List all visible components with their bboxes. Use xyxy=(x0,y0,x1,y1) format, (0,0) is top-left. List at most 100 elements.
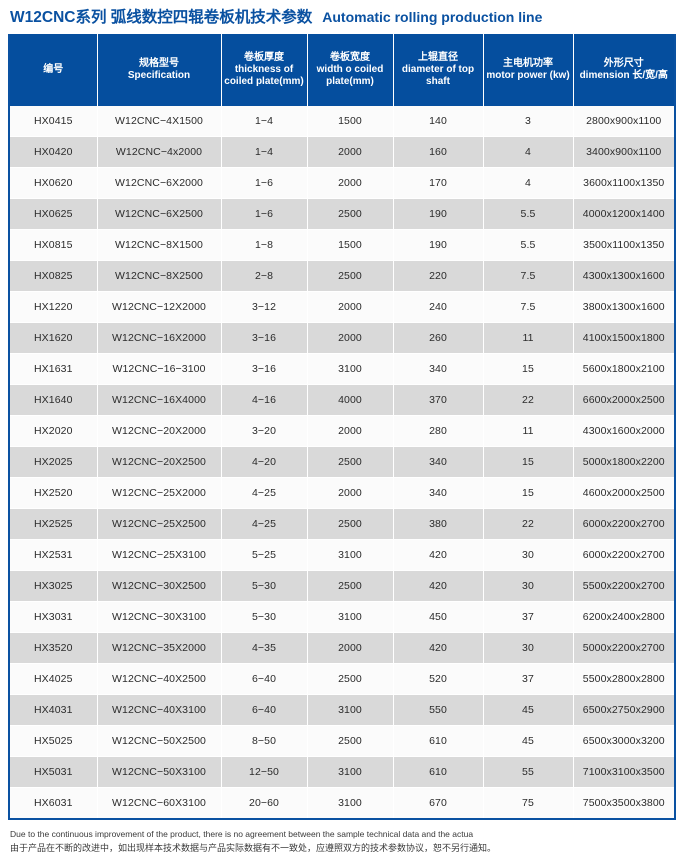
cell-thickness: 4−20 xyxy=(221,446,308,478)
cell-width: 2000 xyxy=(307,477,394,509)
cell-specification: W12CNC−8X1500 xyxy=(97,229,222,261)
cell-code: HX0420 xyxy=(9,136,98,168)
cell-specification: W12CNC−50X2500 xyxy=(97,725,222,757)
table-row: HX2531 W12CNC−25X3100 5−25 3100 420 30 6000x22… xyxy=(9,539,675,571)
cell-dimension: 7100x3100x3500 xyxy=(573,756,675,788)
column-header-top-shaft-en: diameter of top shaft xyxy=(401,63,475,88)
cell-specification: W12CNC−25X2000 xyxy=(97,477,222,509)
cell-code: HX6031 xyxy=(9,787,98,820)
cell-specification: W12CNC−25X3100 xyxy=(97,539,222,571)
column-header-dimension: 外形尺寸 dimension 长/宽/高 xyxy=(573,34,675,106)
table-row: HX1620 W12CNC−16X2000 3−16 2000 260 11 4100x15… xyxy=(9,322,675,354)
table-row: HX0815 W12CNC−8X1500 1−8 1500 190 5.5 3500x110… xyxy=(9,229,675,261)
column-header-width: 卷板宽度 width o coiled plate(mm) xyxy=(307,34,394,106)
cell-width: 3100 xyxy=(307,694,394,726)
cell-dimension: 6000x2200x2700 xyxy=(573,508,675,540)
cell-specification: W12CNC−16X4000 xyxy=(97,384,222,416)
cell-specification: W12CNC−12X2000 xyxy=(97,291,222,323)
cell-specification: W12CNC−4X1500 xyxy=(97,106,222,137)
cell-top-shaft: 170 xyxy=(393,167,484,199)
cell-specification: W12CNC−4x2000 xyxy=(97,136,222,168)
cell-code: HX4031 xyxy=(9,694,98,726)
cell-top-shaft: 140 xyxy=(393,106,484,137)
cell-thickness: 1−4 xyxy=(221,106,308,137)
cell-motor-power: 5.5 xyxy=(483,198,574,230)
cell-code: HX3520 xyxy=(9,632,98,664)
cell-width: 1500 xyxy=(307,106,394,137)
cell-dimension: 3500x1100x1350 xyxy=(573,229,675,261)
cell-code: HX0620 xyxy=(9,167,98,199)
cell-dimension: 4000x1200x1400 xyxy=(573,198,675,230)
cell-specification: W12CNC−30X3100 xyxy=(97,601,222,633)
cell-width: 2500 xyxy=(307,663,394,695)
table-row: HX2020 W12CNC−20X2000 3−20 2000 280 11 4300x16… xyxy=(9,415,675,447)
cell-top-shaft: 370 xyxy=(393,384,484,416)
page-title-english: Automatic rolling production line xyxy=(322,9,543,25)
table-row: HX3025 W12CNC−30X2500 5−30 2500 420 30 5500x22… xyxy=(9,570,675,602)
cell-top-shaft: 550 xyxy=(393,694,484,726)
cell-thickness: 3−16 xyxy=(221,322,308,354)
cell-width: 2000 xyxy=(307,632,394,664)
cell-dimension: 4300x1300x1600 xyxy=(573,260,675,292)
column-header-thickness-cn: 卷板厚度 xyxy=(244,51,284,63)
cell-motor-power: 37 xyxy=(483,663,574,695)
column-header-motor-power-cn: 主电机功率 xyxy=(503,57,553,69)
cell-dimension: 5600x1800x2100 xyxy=(573,353,675,385)
cell-specification: W12CNC−40X3100 xyxy=(97,694,222,726)
cell-width: 3100 xyxy=(307,353,394,385)
cell-thickness: 4−35 xyxy=(221,632,308,664)
cell-width: 1500 xyxy=(307,229,394,261)
table-row: HX4031 W12CNC−40X3100 6−40 3100 550 45 6500x27… xyxy=(9,694,675,726)
cell-dimension: 5000x1800x2200 xyxy=(573,446,675,478)
cell-thickness: 4−25 xyxy=(221,477,308,509)
cell-top-shaft: 190 xyxy=(393,229,484,261)
table-row: HX2025 W12CNC−20X2500 4−20 2500 340 15 5000x18… xyxy=(9,446,675,478)
cell-specification: W12CNC−40X2500 xyxy=(97,663,222,695)
cell-motor-power: 55 xyxy=(483,756,574,788)
cell-top-shaft: 190 xyxy=(393,198,484,230)
cell-specification: W12CNC−30X2500 xyxy=(97,570,222,602)
column-header-dimension-en: dimension 长/宽/高 xyxy=(579,70,668,81)
cell-code: HX3031 xyxy=(9,601,98,633)
cell-width: 2000 xyxy=(307,322,394,354)
cell-motor-power: 37 xyxy=(483,601,574,633)
cell-width: 3100 xyxy=(307,756,394,788)
cell-thickness: 3−20 xyxy=(221,415,308,447)
cell-width: 2500 xyxy=(307,570,394,602)
table-row: HX6031 W12CNC−60X3100 20−60 3100 670 75 7500x3… xyxy=(9,787,675,820)
column-header-dimension-cn: 外形尺寸 xyxy=(603,57,644,69)
cell-top-shaft: 340 xyxy=(393,477,484,509)
cell-code: HX1631 xyxy=(9,353,98,385)
cell-top-shaft: 260 xyxy=(393,322,484,354)
cell-code: HX2020 xyxy=(9,415,98,447)
cell-specification: W12CNC−20X2500 xyxy=(97,446,222,478)
cell-motor-power: 11 xyxy=(483,415,574,447)
cell-top-shaft: 520 xyxy=(393,663,484,695)
cell-specification: W12CNC−6X2500 xyxy=(97,198,222,230)
column-header-top-shaft: 上辊直径 diameter of top shaft xyxy=(393,34,484,106)
cell-dimension: 3800x1300x1600 xyxy=(573,291,675,323)
table-row: HX3031 W12CNC−30X3100 5−30 3100 450 37 6200x24… xyxy=(9,601,675,633)
cell-thickness: 1−6 xyxy=(221,198,308,230)
cell-motor-power: 5.5 xyxy=(483,229,574,261)
table-row: HX0825 W12CNC−8X2500 2−8 2500 220 7.5 4300x130… xyxy=(9,260,675,292)
column-header-top-shaft-cn: 上辊直径 xyxy=(418,51,458,63)
cell-thickness: 5−30 xyxy=(221,570,308,602)
cell-thickness: 6−40 xyxy=(221,663,308,695)
cell-motor-power: 22 xyxy=(483,508,574,540)
cell-dimension: 6600x2000x2500 xyxy=(573,384,675,416)
column-header-width-cn: 卷板宽度 xyxy=(330,51,370,63)
cell-width: 3100 xyxy=(307,601,394,633)
cell-width: 2500 xyxy=(307,725,394,757)
cell-top-shaft: 340 xyxy=(393,353,484,385)
cell-code: HX2525 xyxy=(9,508,98,540)
cell-code: HX1220 xyxy=(9,291,98,323)
table-row: HX0415 W12CNC−4X1500 1−4 1500 140 3 2800x900x1… xyxy=(9,106,675,137)
cell-motor-power: 4 xyxy=(483,136,574,168)
cell-width: 2500 xyxy=(307,260,394,292)
cell-motor-power: 30 xyxy=(483,632,574,664)
table-row: HX4025 W12CNC−40X2500 6−40 2500 520 37 5500x28… xyxy=(9,663,675,695)
cell-dimension: 2800x900x1100 xyxy=(573,106,675,137)
cell-top-shaft: 220 xyxy=(393,260,484,292)
table-header: 编号 规格型号 Specification 卷板厚度 thickness of … xyxy=(9,34,675,106)
